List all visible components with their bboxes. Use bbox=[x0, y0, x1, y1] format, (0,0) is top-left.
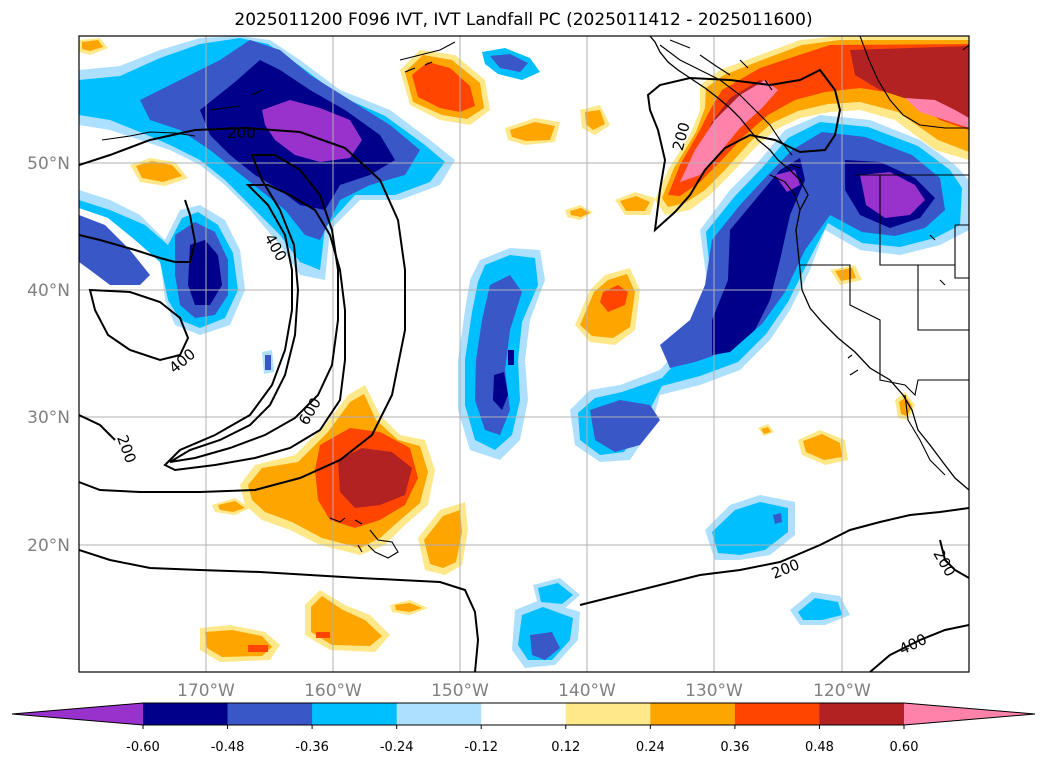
colorbar-extend-high bbox=[904, 703, 1035, 725]
contour-label: 200 bbox=[227, 124, 256, 142]
negative-region-south bbox=[262, 48, 850, 668]
lat-tick-label: 30°N bbox=[27, 408, 70, 428]
lat-tick-label: 20°N bbox=[27, 536, 70, 556]
colorbar-swatch bbox=[227, 703, 313, 725]
positive-region-scattered bbox=[79, 38, 915, 465]
colorbar-tick-label: -0.36 bbox=[295, 740, 329, 755]
contour-labels: 200 200 400 400 600 200 200 200 400 bbox=[113, 120, 959, 658]
positive-region-southwest bbox=[200, 385, 468, 662]
ivt-contours bbox=[79, 68, 969, 672]
colorbar-swatch bbox=[481, 703, 567, 725]
colorbar-tick-label: -0.48 bbox=[211, 740, 245, 755]
colorbar-tick-label: 0.36 bbox=[720, 740, 749, 755]
map-panel: 200 200 400 400 600 200 200 200 400 bbox=[78, 35, 970, 673]
lat-tick-label: 40°N bbox=[27, 281, 70, 301]
negative-region-west bbox=[79, 190, 245, 335]
colorbar: -0.60 -0.48 -0.36 -0.24 -0.12 0.12 0.24 0.36 0.4… bbox=[11, 702, 1036, 755]
colorbar-swatch bbox=[143, 703, 229, 725]
colorbar-extend-low bbox=[12, 703, 143, 725]
lon-tick-label: 160°W bbox=[304, 681, 362, 701]
colorbar-swatch bbox=[396, 703, 482, 725]
map-title: 2025011200 F096 IVT, IVT Landfall PC (20… bbox=[234, 10, 813, 30]
colorbar-swatch bbox=[819, 703, 905, 725]
lon-tick-label: 150°W bbox=[431, 681, 489, 701]
lon-tick-label: 120°W bbox=[813, 681, 871, 701]
colorbar-tick-label: 0.24 bbox=[636, 740, 665, 755]
negative-region-east-band bbox=[570, 115, 969, 462]
colorbar-swatches bbox=[12, 703, 1035, 725]
lon-tick-label: 140°W bbox=[558, 681, 616, 701]
colorbar-outline bbox=[11, 702, 1036, 726]
lon-tick-label: 130°W bbox=[685, 681, 743, 701]
colorbar-tick-label: -0.24 bbox=[380, 740, 414, 755]
lon-tick-label: 170°W bbox=[177, 681, 235, 701]
colorbar-tick-label: 0.48 bbox=[805, 740, 834, 755]
longitude-labels: 170°W 160°W 150°W 140°W 130°W 120°W bbox=[177, 681, 871, 701]
latitude-labels: 20°N 30°N 40°N 50°N bbox=[27, 154, 70, 556]
map-frame bbox=[78, 35, 970, 673]
colorbar-ticks: -0.60 -0.48 -0.36 -0.24 -0.12 0.12 0.24 0.36 0.4… bbox=[126, 725, 918, 755]
negative-region-central bbox=[458, 248, 545, 460]
colorbar-swatch bbox=[312, 703, 398, 725]
colorbar-tick-label: 0.60 bbox=[890, 740, 919, 755]
coastlines bbox=[101, 36, 969, 559]
colorbar-tick-label: 0.12 bbox=[551, 740, 580, 755]
colorbar-swatch bbox=[565, 703, 651, 725]
colorbar-tick-label: -0.60 bbox=[126, 740, 160, 755]
colorbar-tick-label: -0.12 bbox=[464, 740, 498, 755]
lat-tick-label: 50°N bbox=[27, 154, 70, 174]
colorbar-swatch bbox=[650, 703, 736, 725]
colorbar-swatch bbox=[734, 703, 820, 725]
